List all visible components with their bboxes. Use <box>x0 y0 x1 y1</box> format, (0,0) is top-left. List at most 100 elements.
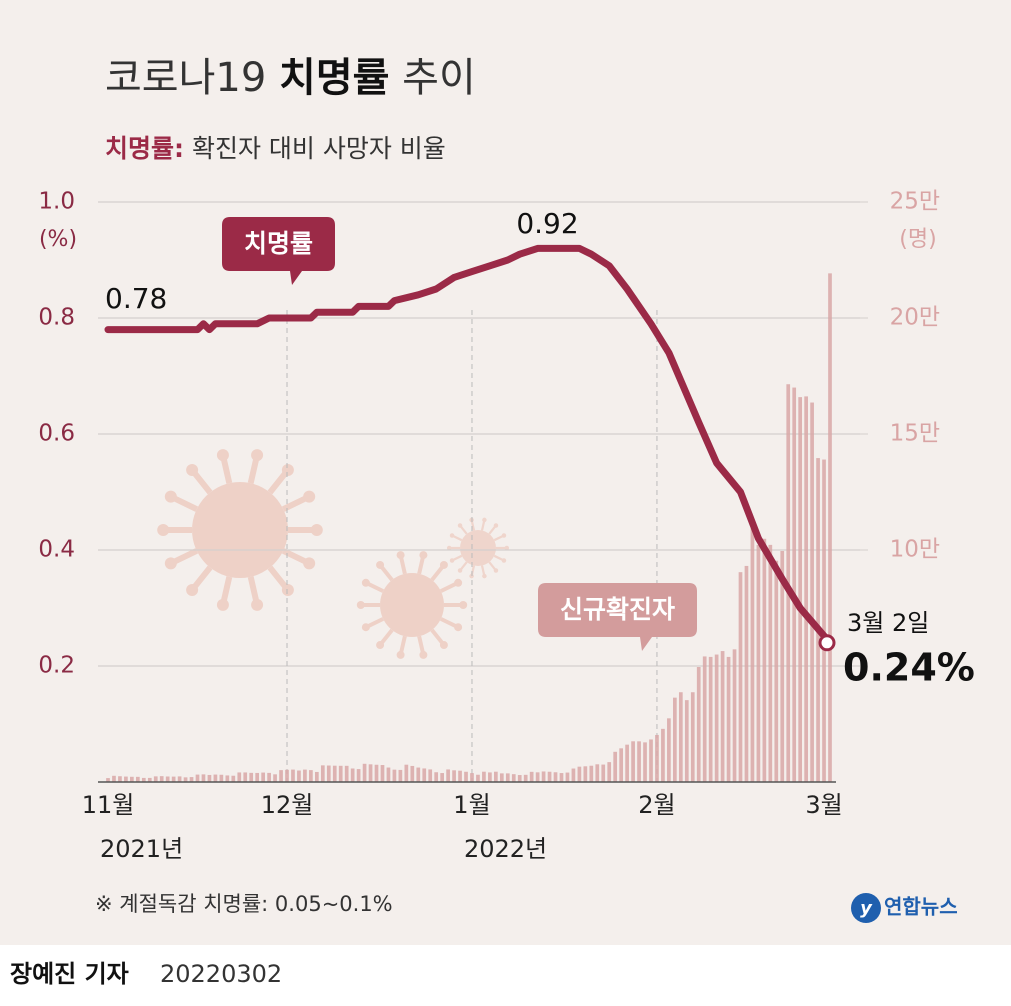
virus-tip <box>454 578 463 587</box>
y-tick-label: 0.8 <box>38 305 75 331</box>
virus-tip <box>251 449 264 462</box>
bar <box>499 773 504 782</box>
bar <box>141 777 146 782</box>
y2-tick-label: 15만 <box>890 421 940 447</box>
bar <box>804 396 808 782</box>
bar <box>792 387 797 782</box>
bar <box>106 778 110 782</box>
virus-tip <box>482 517 487 523</box>
bar <box>529 771 534 782</box>
virus-tip <box>216 598 229 611</box>
bar <box>523 774 528 782</box>
bar <box>637 741 641 782</box>
bar <box>661 728 665 782</box>
title-part: 치명률 <box>279 55 389 101</box>
bar <box>112 775 116 782</box>
bar <box>392 769 397 782</box>
bar <box>714 654 719 782</box>
virus-tip <box>449 533 455 538</box>
virus-spike <box>220 576 233 604</box>
virus-tip <box>186 463 199 476</box>
bar <box>309 770 313 782</box>
bar <box>452 770 456 782</box>
virus-tip <box>361 623 370 632</box>
virus-spike <box>480 565 486 576</box>
bar <box>816 458 820 782</box>
virus-tip <box>251 598 264 611</box>
bar <box>428 769 433 782</box>
virus-tip <box>164 490 177 503</box>
virus-tip <box>396 551 405 560</box>
bar <box>153 776 158 782</box>
x-tick-label: 11월 <box>82 791 135 819</box>
bar <box>255 772 260 782</box>
bar <box>601 764 606 782</box>
virus-tip <box>482 573 487 579</box>
bar <box>655 734 659 782</box>
virus-tip <box>501 533 507 538</box>
virus-spike <box>366 581 385 593</box>
bar <box>702 656 707 782</box>
bar <box>189 777 194 782</box>
virus-tip <box>186 584 199 597</box>
virus-spike <box>171 548 199 565</box>
bar <box>571 768 576 782</box>
bar <box>625 744 629 782</box>
y-tick-label: 0.2 <box>38 653 75 679</box>
virus-spike <box>281 548 309 565</box>
data-label: 0.92 <box>516 207 578 240</box>
bar <box>750 527 755 782</box>
bar <box>690 692 695 782</box>
bar <box>147 777 152 782</box>
bar <box>798 397 803 782</box>
date: 20220302 <box>160 960 282 988</box>
virus-spike <box>281 495 309 512</box>
x-tick-label: 12월 <box>261 791 314 819</box>
bar <box>678 692 683 782</box>
bar <box>243 772 248 782</box>
virus-tip <box>459 601 468 609</box>
bar <box>673 697 677 782</box>
y-unit: (%) <box>39 227 77 252</box>
bar <box>320 765 325 782</box>
bar <box>684 700 689 782</box>
virus-tip <box>454 623 463 632</box>
virus-body <box>380 573 444 637</box>
virus-tip <box>439 560 448 569</box>
virus-spike <box>267 565 289 591</box>
subtitle-part: 확진자 대비 사망자 비율 <box>192 134 446 163</box>
virus-spike <box>470 520 476 531</box>
y-tick-label: 0.6 <box>38 421 75 447</box>
logo: 연합뉴스 <box>884 895 958 919</box>
bar <box>828 273 832 782</box>
bar <box>165 776 170 782</box>
virus-tip <box>493 568 499 573</box>
bar <box>273 774 277 782</box>
bar <box>297 770 301 782</box>
virus-tip <box>303 490 316 503</box>
bar <box>213 774 218 782</box>
virus-tip <box>376 560 385 569</box>
virus-spike <box>417 635 425 654</box>
virus-tip <box>396 650 405 659</box>
bar <box>774 560 779 782</box>
bar <box>649 739 653 782</box>
bar <box>386 767 391 782</box>
bar <box>607 762 612 782</box>
bar <box>332 765 337 782</box>
virus-spike <box>480 520 486 531</box>
y-tick-label: 1.0 <box>38 189 75 215</box>
bar <box>768 544 773 782</box>
virus-spike <box>399 635 407 654</box>
virus-spike <box>399 556 407 575</box>
title-part: 추이 <box>402 55 476 101</box>
bar <box>314 771 319 782</box>
bar <box>362 763 367 782</box>
bar <box>780 550 785 782</box>
virus-tip <box>457 523 463 528</box>
bar <box>124 776 128 782</box>
bar <box>541 771 546 782</box>
virus-tip <box>310 524 323 536</box>
legend-label: 치명률 <box>244 229 313 258</box>
